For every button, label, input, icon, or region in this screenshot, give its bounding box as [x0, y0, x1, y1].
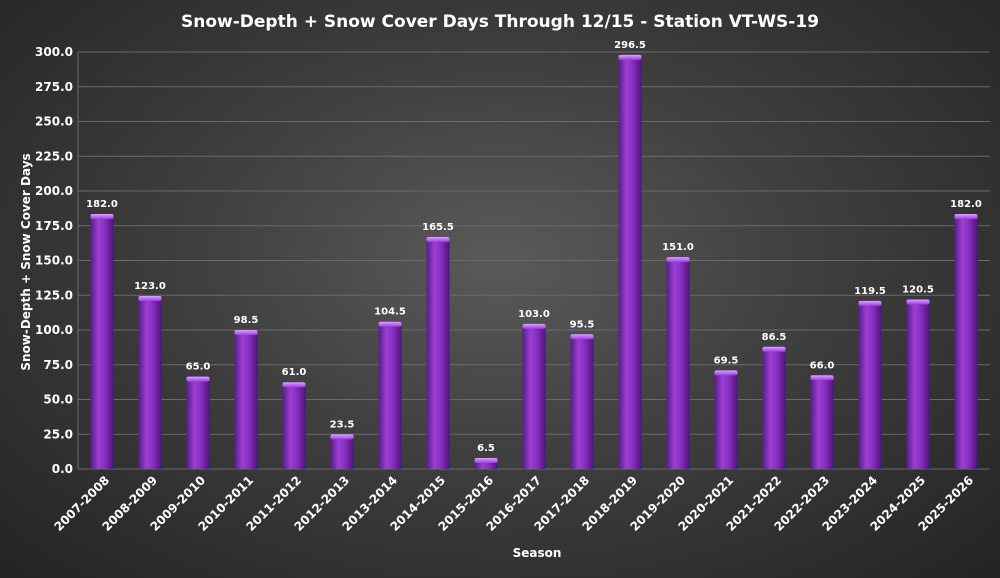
bar: [714, 372, 738, 469]
bar: [522, 325, 546, 469]
bar-cap: [666, 257, 690, 263]
bar: [570, 336, 594, 469]
bar-cap: [762, 346, 786, 352]
data-label: 151.0: [662, 242, 694, 253]
y-tick-label: 300.0: [35, 45, 73, 59]
y-tick-label: 50.0: [43, 393, 73, 407]
bar: [330, 436, 354, 469]
bar-cap: [474, 457, 498, 463]
bar: [426, 238, 450, 469]
bar-cap: [138, 296, 162, 302]
bar: [474, 459, 498, 469]
y-tick-label: 275.0: [35, 80, 73, 94]
data-label: 182.0: [86, 199, 118, 210]
bar-cap: [282, 382, 306, 388]
bar-cap: [858, 300, 882, 306]
data-labels: 182.0 123.0 65.0 98.5 61.0 23.5 104.5 165.5 6.5 1…: [86, 40, 982, 454]
x-axis-ticks: 2007-20082008-20092009-20102010-20112011…: [51, 473, 976, 534]
bar: [378, 323, 402, 469]
data-label: 23.5: [330, 419, 355, 430]
data-label: 103.0: [518, 309, 550, 320]
y-axis-ticks: 0.0 25.0 50.0 75.0 100.0 125.0 150.0 175.0 200.0…: [35, 45, 73, 476]
bar: [762, 348, 786, 469]
bar: [282, 384, 306, 469]
chart-title: Snow-Depth + Snow Cover Days Through 12/…: [181, 12, 819, 32]
bars: [90, 54, 978, 470]
bar-cap: [618, 54, 642, 60]
data-label: 165.5: [422, 222, 454, 233]
data-label: 66.0: [810, 360, 835, 371]
y-tick-label: 150.0: [35, 254, 73, 268]
bar-cap: [426, 236, 450, 242]
bar: [954, 216, 978, 469]
data-label: 98.5: [234, 315, 259, 326]
bar: [906, 301, 930, 469]
bar-cap: [954, 214, 978, 220]
data-label: 69.5: [714, 355, 739, 366]
bar: [90, 216, 114, 469]
data-label: 86.5: [762, 332, 787, 343]
data-label: 95.5: [570, 319, 595, 330]
y-tick-label: 100.0: [35, 323, 73, 337]
bar-cap: [522, 323, 546, 329]
bar: [810, 377, 834, 469]
y-tick-label: 75.0: [43, 358, 73, 372]
bar: [666, 259, 690, 469]
bar-cap: [570, 334, 594, 340]
data-label: 120.5: [902, 285, 934, 296]
y-tick-label: 225.0: [35, 149, 73, 163]
bar: [234, 332, 258, 469]
bar-cap: [714, 370, 738, 376]
bar-cap: [378, 321, 402, 327]
data-label: 6.5: [477, 443, 495, 454]
data-label: 104.5: [374, 307, 406, 318]
bar-cap: [186, 376, 210, 382]
bar-cap: [330, 434, 354, 440]
bar-cap: [90, 214, 114, 220]
bar-cap: [810, 375, 834, 381]
y-tick-label: 0.0: [52, 462, 73, 476]
y-tick-label: 25.0: [43, 427, 73, 441]
data-label: 123.0: [134, 281, 166, 292]
bar: [138, 298, 162, 469]
bar: [858, 302, 882, 469]
y-tick-label: 125.0: [35, 288, 73, 302]
data-label: 296.5: [614, 40, 646, 51]
y-axis-title: Snow-Depth + Snow Cover Days: [19, 153, 33, 370]
bar-cap: [234, 330, 258, 336]
bar-cap: [906, 299, 930, 305]
data-label: 65.0: [186, 362, 211, 373]
y-tick-label: 250.0: [35, 115, 73, 129]
y-tick-label: 175.0: [35, 219, 73, 233]
bar: [186, 378, 210, 469]
data-label: 182.0: [950, 199, 982, 210]
data-label: 119.5: [854, 286, 886, 297]
bar: [618, 56, 642, 470]
x-axis-title: Season: [513, 546, 562, 560]
data-label: 61.0: [282, 367, 307, 378]
y-tick-label: 200.0: [35, 184, 73, 198]
